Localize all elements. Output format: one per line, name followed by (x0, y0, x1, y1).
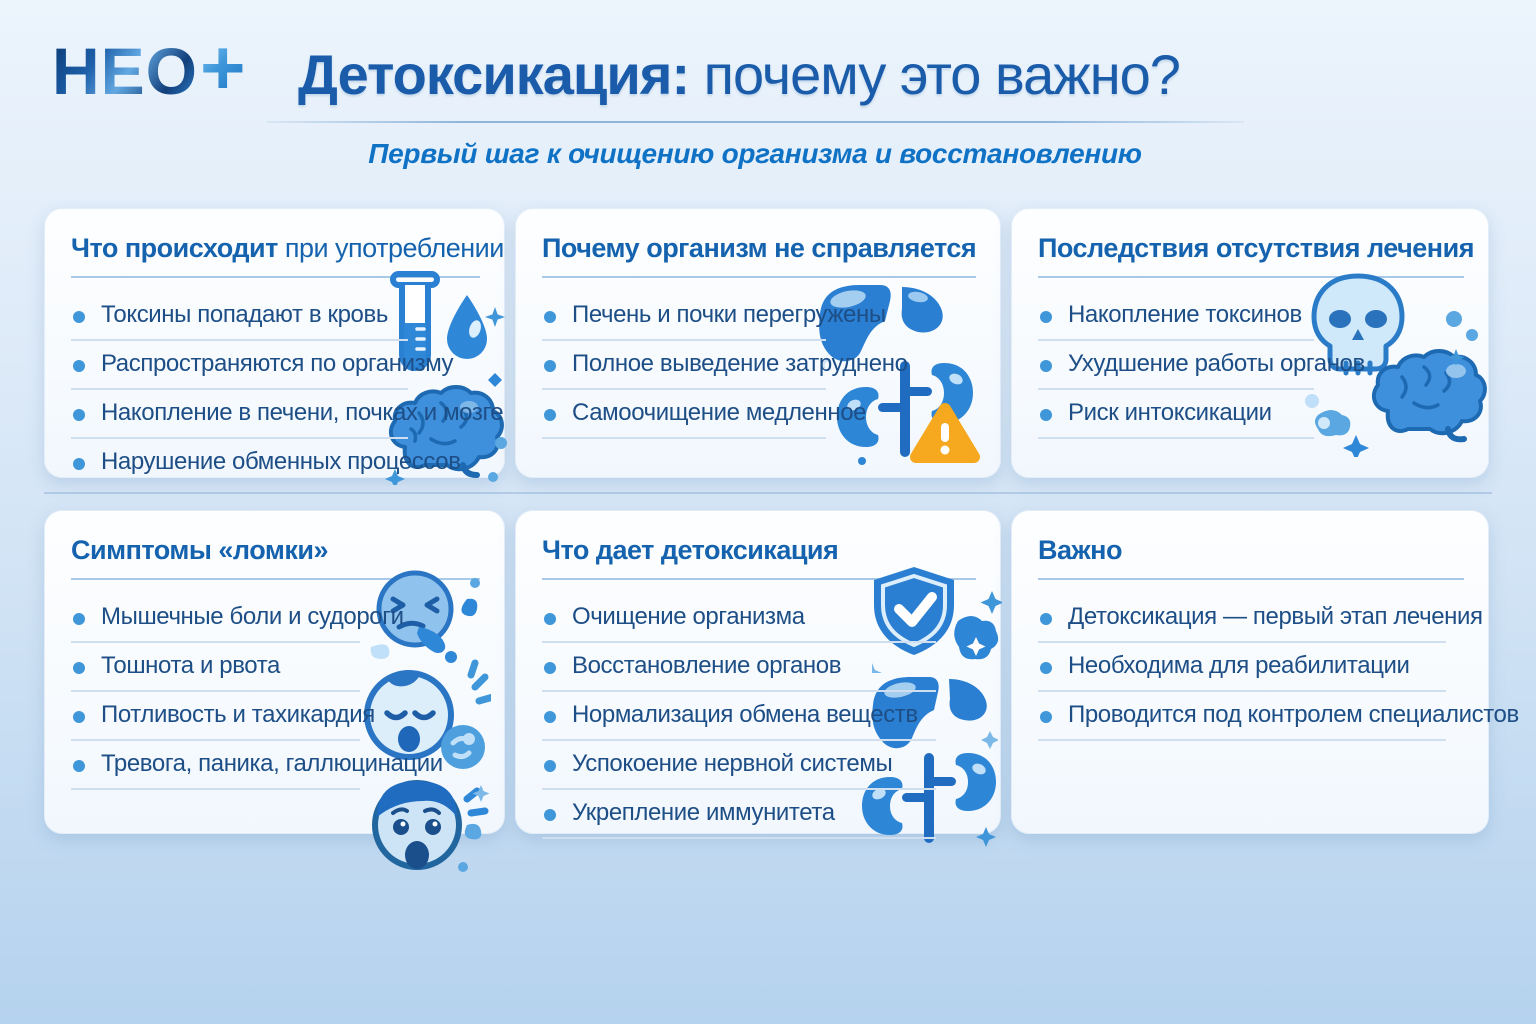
sparkle-icon (488, 373, 502, 387)
row-divider (44, 492, 1492, 494)
card-title: Что дает детоксикация (542, 535, 976, 581)
bullet-list: Очищение организма Восстановление органо… (542, 594, 976, 840)
card-consequences: Последствия отсутствия лечения Накоплени… (1011, 208, 1489, 478)
bullet-list: Печень и почки перегружены Полное выведе… (542, 292, 976, 440)
page-subtitle: Первый шаг к очищению организма и восста… (368, 138, 1142, 169)
list-item: Нормализация обмена веществ (542, 692, 936, 742)
list-item: Необходима для реабилитации (1038, 643, 1446, 693)
list-item: Потливость и тахикардия (71, 692, 375, 742)
logo-plus-icon: + (200, 23, 246, 111)
list-item: Полное выведение затруднено (542, 341, 908, 391)
list-item: Самоочищение медленное (542, 390, 867, 440)
logo-text: НЕО (52, 34, 199, 109)
card-withdrawal-symptoms: Симптомы «ломки» Мышечные боли и судорог… (44, 510, 505, 872)
bullet-list: Детоксикация — первый этап лечения Необх… (1038, 594, 1519, 742)
list-item: Токсины попадают в кровь (71, 292, 408, 342)
bullet-list: Накопление токсинов Ухудшение работы орг… (1038, 292, 1464, 440)
list-item: Ухудшение работы органов (1038, 341, 1365, 391)
list-item: Очищение организма (542, 594, 936, 644)
sparkle-icon (976, 827, 996, 847)
list-item: Тошнота и рвота (71, 643, 360, 693)
bullet-list: Мышечные боли и судороги Тошнота и рвота… (71, 594, 480, 791)
card-title: Последствия отсутствия лечения (1038, 233, 1474, 279)
list-item: Успокоение нервной системы (542, 741, 936, 791)
title-divider (266, 121, 1244, 123)
card-title: Симптомы «ломки» (71, 535, 480, 581)
list-item: Укрепление иммунитета (542, 790, 936, 840)
bullet-list: Токсины попадают в кровь Распространяютс… (71, 292, 504, 489)
sparkle-icon (981, 731, 998, 749)
card-what-happens: Что происходит при употреблении Токсины … (44, 208, 507, 489)
card-title: Что происходит при употреблении (71, 233, 504, 279)
list-item: Риск интоксикации (1038, 390, 1314, 440)
card-title: Важно (1038, 535, 1464, 581)
list-item: Тревога, паника, галлюцинации (71, 741, 443, 791)
card-important: Важно Детоксикация — первый этап лечения… (1011, 510, 1519, 834)
list-item: Накопление в печени, почках и мозге (71, 390, 504, 440)
sparkle-icon (980, 591, 1002, 614)
list-item: Распространяются по организму (71, 341, 454, 391)
list-item: Нарушение обменных процессов (71, 439, 461, 489)
page-title: Детоксикация: почему это важно? (298, 43, 1181, 106)
sparkle-icon (485, 307, 505, 327)
list-item: Проводится под контролем специалистов (1038, 692, 1519, 742)
list-item: Печень и почки перегружены (542, 292, 886, 342)
neo-plus-logo: НЕО + (52, 28, 246, 109)
card-detox-benefits: Что дает детоксикация Очищение организма… (515, 510, 1002, 847)
list-item: Накопление токсинов (1038, 292, 1314, 342)
card-title: Почему организм не справляется (542, 233, 977, 279)
list-item: Детоксикация — первый этап лечения (1038, 594, 1483, 644)
list-item: Мышечные боли и судороги (71, 594, 404, 644)
list-item: Восстановление органов (542, 643, 936, 693)
cards-grid: Что происходит при употреблении Токсины … (44, 208, 1519, 872)
card-why-body-fails: Почему организм не справляется Печень и … (515, 208, 1001, 478)
